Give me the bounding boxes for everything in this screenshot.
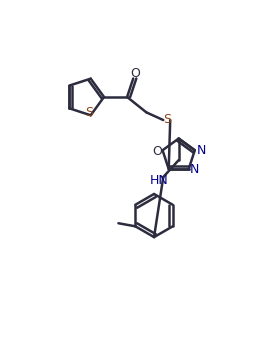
Text: N: N (196, 144, 206, 157)
Text: S: S (85, 106, 93, 119)
Text: O: O (152, 145, 162, 157)
Text: HN: HN (150, 174, 169, 186)
Text: S: S (163, 113, 171, 126)
Text: O: O (131, 66, 140, 80)
Text: N: N (190, 163, 199, 176)
